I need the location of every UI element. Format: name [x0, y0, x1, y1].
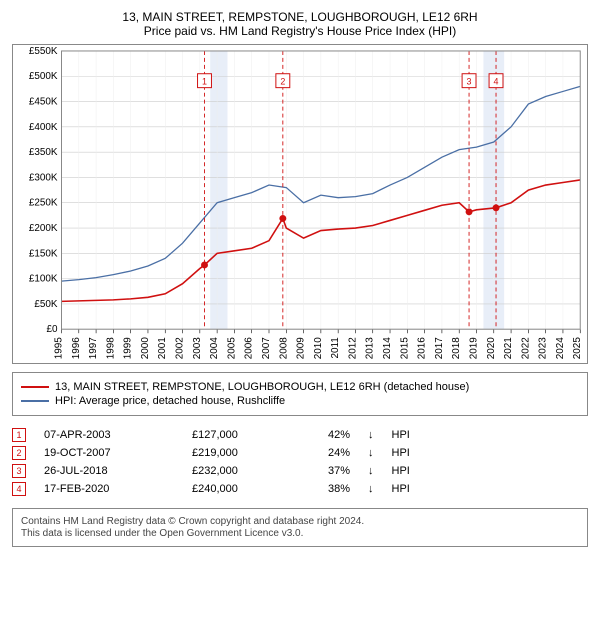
sale-date: 19-OCT-2007: [44, 447, 174, 459]
title-line-1: 13, MAIN STREET, REMPSTONE, LOUGHBOROUGH…: [12, 10, 588, 24]
legend-item: 13, MAIN STREET, REMPSTONE, LOUGHBOROUGH…: [21, 381, 579, 393]
table-row: 1 07-APR-2003 £127,000 42% ↓ HPI: [12, 428, 588, 442]
svg-text:£300K: £300K: [29, 172, 58, 183]
svg-text:£400K: £400K: [29, 122, 58, 133]
sale-pct: 24%: [290, 447, 350, 459]
svg-text:2003: 2003: [192, 337, 203, 360]
svg-text:2019: 2019: [468, 337, 479, 360]
svg-text:2013: 2013: [365, 337, 376, 360]
svg-text:1999: 1999: [123, 337, 134, 360]
svg-text:2014: 2014: [382, 337, 393, 360]
title-line-2: Price paid vs. HM Land Registry's House …: [12, 24, 588, 38]
sale-suffix: HPI: [392, 465, 432, 477]
svg-text:2: 2: [280, 77, 285, 87]
svg-text:1996: 1996: [71, 337, 82, 360]
legend-swatch-hpi: [21, 400, 49, 402]
svg-text:2006: 2006: [244, 337, 255, 360]
svg-text:£150K: £150K: [29, 248, 58, 259]
svg-text:1: 1: [202, 77, 207, 87]
sale-pct: 37%: [290, 465, 350, 477]
arrow-down-icon: ↓: [368, 429, 374, 441]
sale-suffix: HPI: [392, 447, 432, 459]
legend-swatch-property: [21, 386, 49, 388]
svg-text:£500K: £500K: [29, 71, 58, 82]
svg-text:2021: 2021: [503, 337, 514, 360]
legend-item: HPI: Average price, detached house, Rush…: [21, 395, 579, 407]
svg-text:2017: 2017: [434, 337, 445, 360]
svg-text:2002: 2002: [175, 337, 186, 360]
root: 13, MAIN STREET, REMPSTONE, LOUGHBOROUGH…: [0, 0, 600, 620]
svg-text:2001: 2001: [157, 337, 168, 360]
svg-text:2004: 2004: [209, 337, 220, 360]
legend: 13, MAIN STREET, REMPSTONE, LOUGHBOROUGH…: [12, 372, 588, 416]
svg-text:£550K: £550K: [29, 46, 58, 57]
sale-date: 17-FEB-2020: [44, 483, 174, 495]
sale-suffix: HPI: [392, 483, 432, 495]
svg-text:4: 4: [494, 77, 499, 87]
svg-text:2020: 2020: [486, 337, 497, 360]
svg-text:2000: 2000: [140, 337, 151, 360]
svg-text:2025: 2025: [572, 337, 583, 360]
sale-table: 1 07-APR-2003 £127,000 42% ↓ HPI 2 19-OCT-2007 £…: [12, 424, 588, 500]
svg-text:£50K: £50K: [34, 299, 58, 310]
svg-text:2005: 2005: [226, 337, 237, 360]
svg-text:2024: 2024: [555, 337, 566, 360]
sale-marker-icon: 3: [12, 464, 26, 478]
svg-text:£0: £0: [46, 324, 58, 335]
svg-text:2018: 2018: [451, 337, 462, 360]
table-row: 4 17-FEB-2020 £240,000 38% ↓ HPI: [12, 482, 588, 496]
svg-text:3: 3: [467, 77, 472, 87]
table-row: 2 19-OCT-2007 £219,000 24% ↓ HPI: [12, 446, 588, 460]
footer-line-1: Contains HM Land Registry data © Crown c…: [21, 516, 579, 527]
svg-text:1998: 1998: [105, 337, 116, 360]
sale-price: £219,000: [192, 447, 272, 459]
chart-svg: £0 £50K £100K £150K £200K £250K £300K £350K £400…: [13, 45, 587, 363]
svg-text:£350K: £350K: [29, 147, 58, 158]
sale-date: 26-JUL-2018: [44, 465, 174, 477]
table-row: 3 26-JUL-2018 £232,000 37% ↓ HPI: [12, 464, 588, 478]
legend-label: HPI: Average price, detached house, Rush…: [55, 395, 285, 407]
sale-price: £240,000: [192, 483, 272, 495]
svg-text:1997: 1997: [88, 337, 99, 360]
arrow-down-icon: ↓: [368, 483, 374, 495]
sale-price: £127,000: [192, 429, 272, 441]
footer: Contains HM Land Registry data © Crown c…: [12, 508, 588, 547]
footer-line-2: This data is licensed under the Open Gov…: [21, 528, 579, 539]
svg-text:2008: 2008: [278, 337, 289, 360]
legend-label: 13, MAIN STREET, REMPSTONE, LOUGHBOROUGH…: [55, 381, 469, 393]
svg-text:£450K: £450K: [29, 97, 58, 108]
svg-text:2011: 2011: [330, 337, 341, 359]
sale-price: £232,000: [192, 465, 272, 477]
svg-text:2023: 2023: [538, 337, 549, 360]
svg-text:2015: 2015: [399, 337, 410, 360]
svg-text:2022: 2022: [520, 337, 531, 360]
svg-text:2016: 2016: [417, 337, 428, 360]
svg-text:2012: 2012: [347, 337, 358, 360]
svg-text:£100K: £100K: [29, 274, 58, 285]
chart-title: 13, MAIN STREET, REMPSTONE, LOUGHBOROUGH…: [12, 10, 588, 38]
sale-pct: 42%: [290, 429, 350, 441]
svg-text:2007: 2007: [261, 337, 272, 360]
sale-marker-icon: 4: [12, 482, 26, 496]
sale-marker-icon: 1: [12, 428, 26, 442]
arrow-down-icon: ↓: [368, 447, 374, 459]
svg-text:1995: 1995: [54, 337, 65, 360]
sale-date: 07-APR-2003: [44, 429, 174, 441]
chart-area: £0 £50K £100K £150K £200K £250K £300K £350K £400…: [12, 44, 588, 364]
sale-marker-icon: 2: [12, 446, 26, 460]
svg-text:£200K: £200K: [29, 223, 58, 234]
svg-text:2010: 2010: [313, 337, 324, 360]
svg-text:2009: 2009: [296, 337, 307, 360]
sale-suffix: HPI: [392, 429, 432, 441]
sale-pct: 38%: [290, 483, 350, 495]
svg-text:£250K: £250K: [29, 198, 58, 209]
arrow-down-icon: ↓: [368, 465, 374, 477]
